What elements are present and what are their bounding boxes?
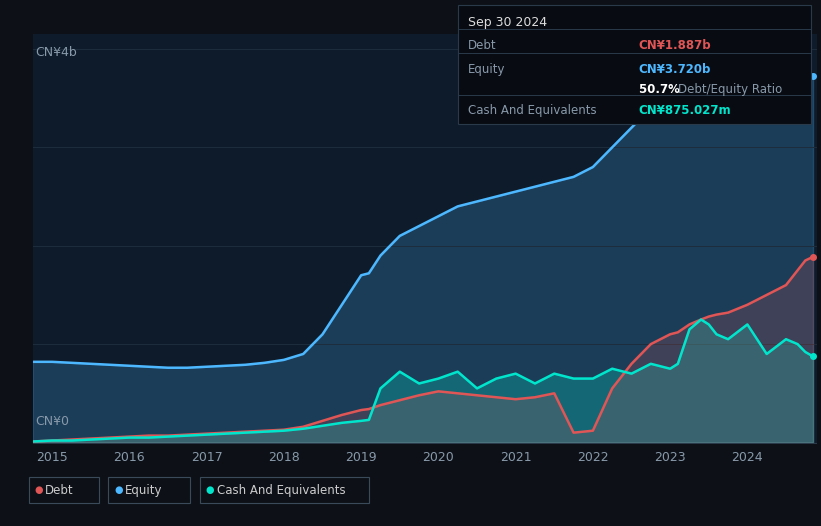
Text: CN¥0: CN¥0	[35, 415, 69, 428]
Text: CN¥3.720b: CN¥3.720b	[639, 63, 711, 76]
Text: Cash And Equivalents: Cash And Equivalents	[217, 484, 346, 497]
Text: ●: ●	[206, 485, 214, 495]
Text: Equity: Equity	[468, 63, 506, 76]
Text: ●: ●	[34, 485, 43, 495]
Text: CN¥4b: CN¥4b	[35, 46, 77, 59]
Text: CN¥875.027m: CN¥875.027m	[639, 104, 732, 117]
Text: Debt/Equity Ratio: Debt/Equity Ratio	[678, 83, 782, 96]
Text: ●: ●	[114, 485, 122, 495]
Text: Debt: Debt	[468, 39, 497, 53]
Text: Sep 30 2024: Sep 30 2024	[468, 16, 547, 29]
Text: Equity: Equity	[125, 484, 163, 497]
Text: Debt: Debt	[45, 484, 74, 497]
Text: Cash And Equivalents: Cash And Equivalents	[468, 104, 597, 117]
Text: CN¥1.887b: CN¥1.887b	[639, 39, 711, 53]
Text: 50.7%: 50.7%	[639, 83, 684, 96]
